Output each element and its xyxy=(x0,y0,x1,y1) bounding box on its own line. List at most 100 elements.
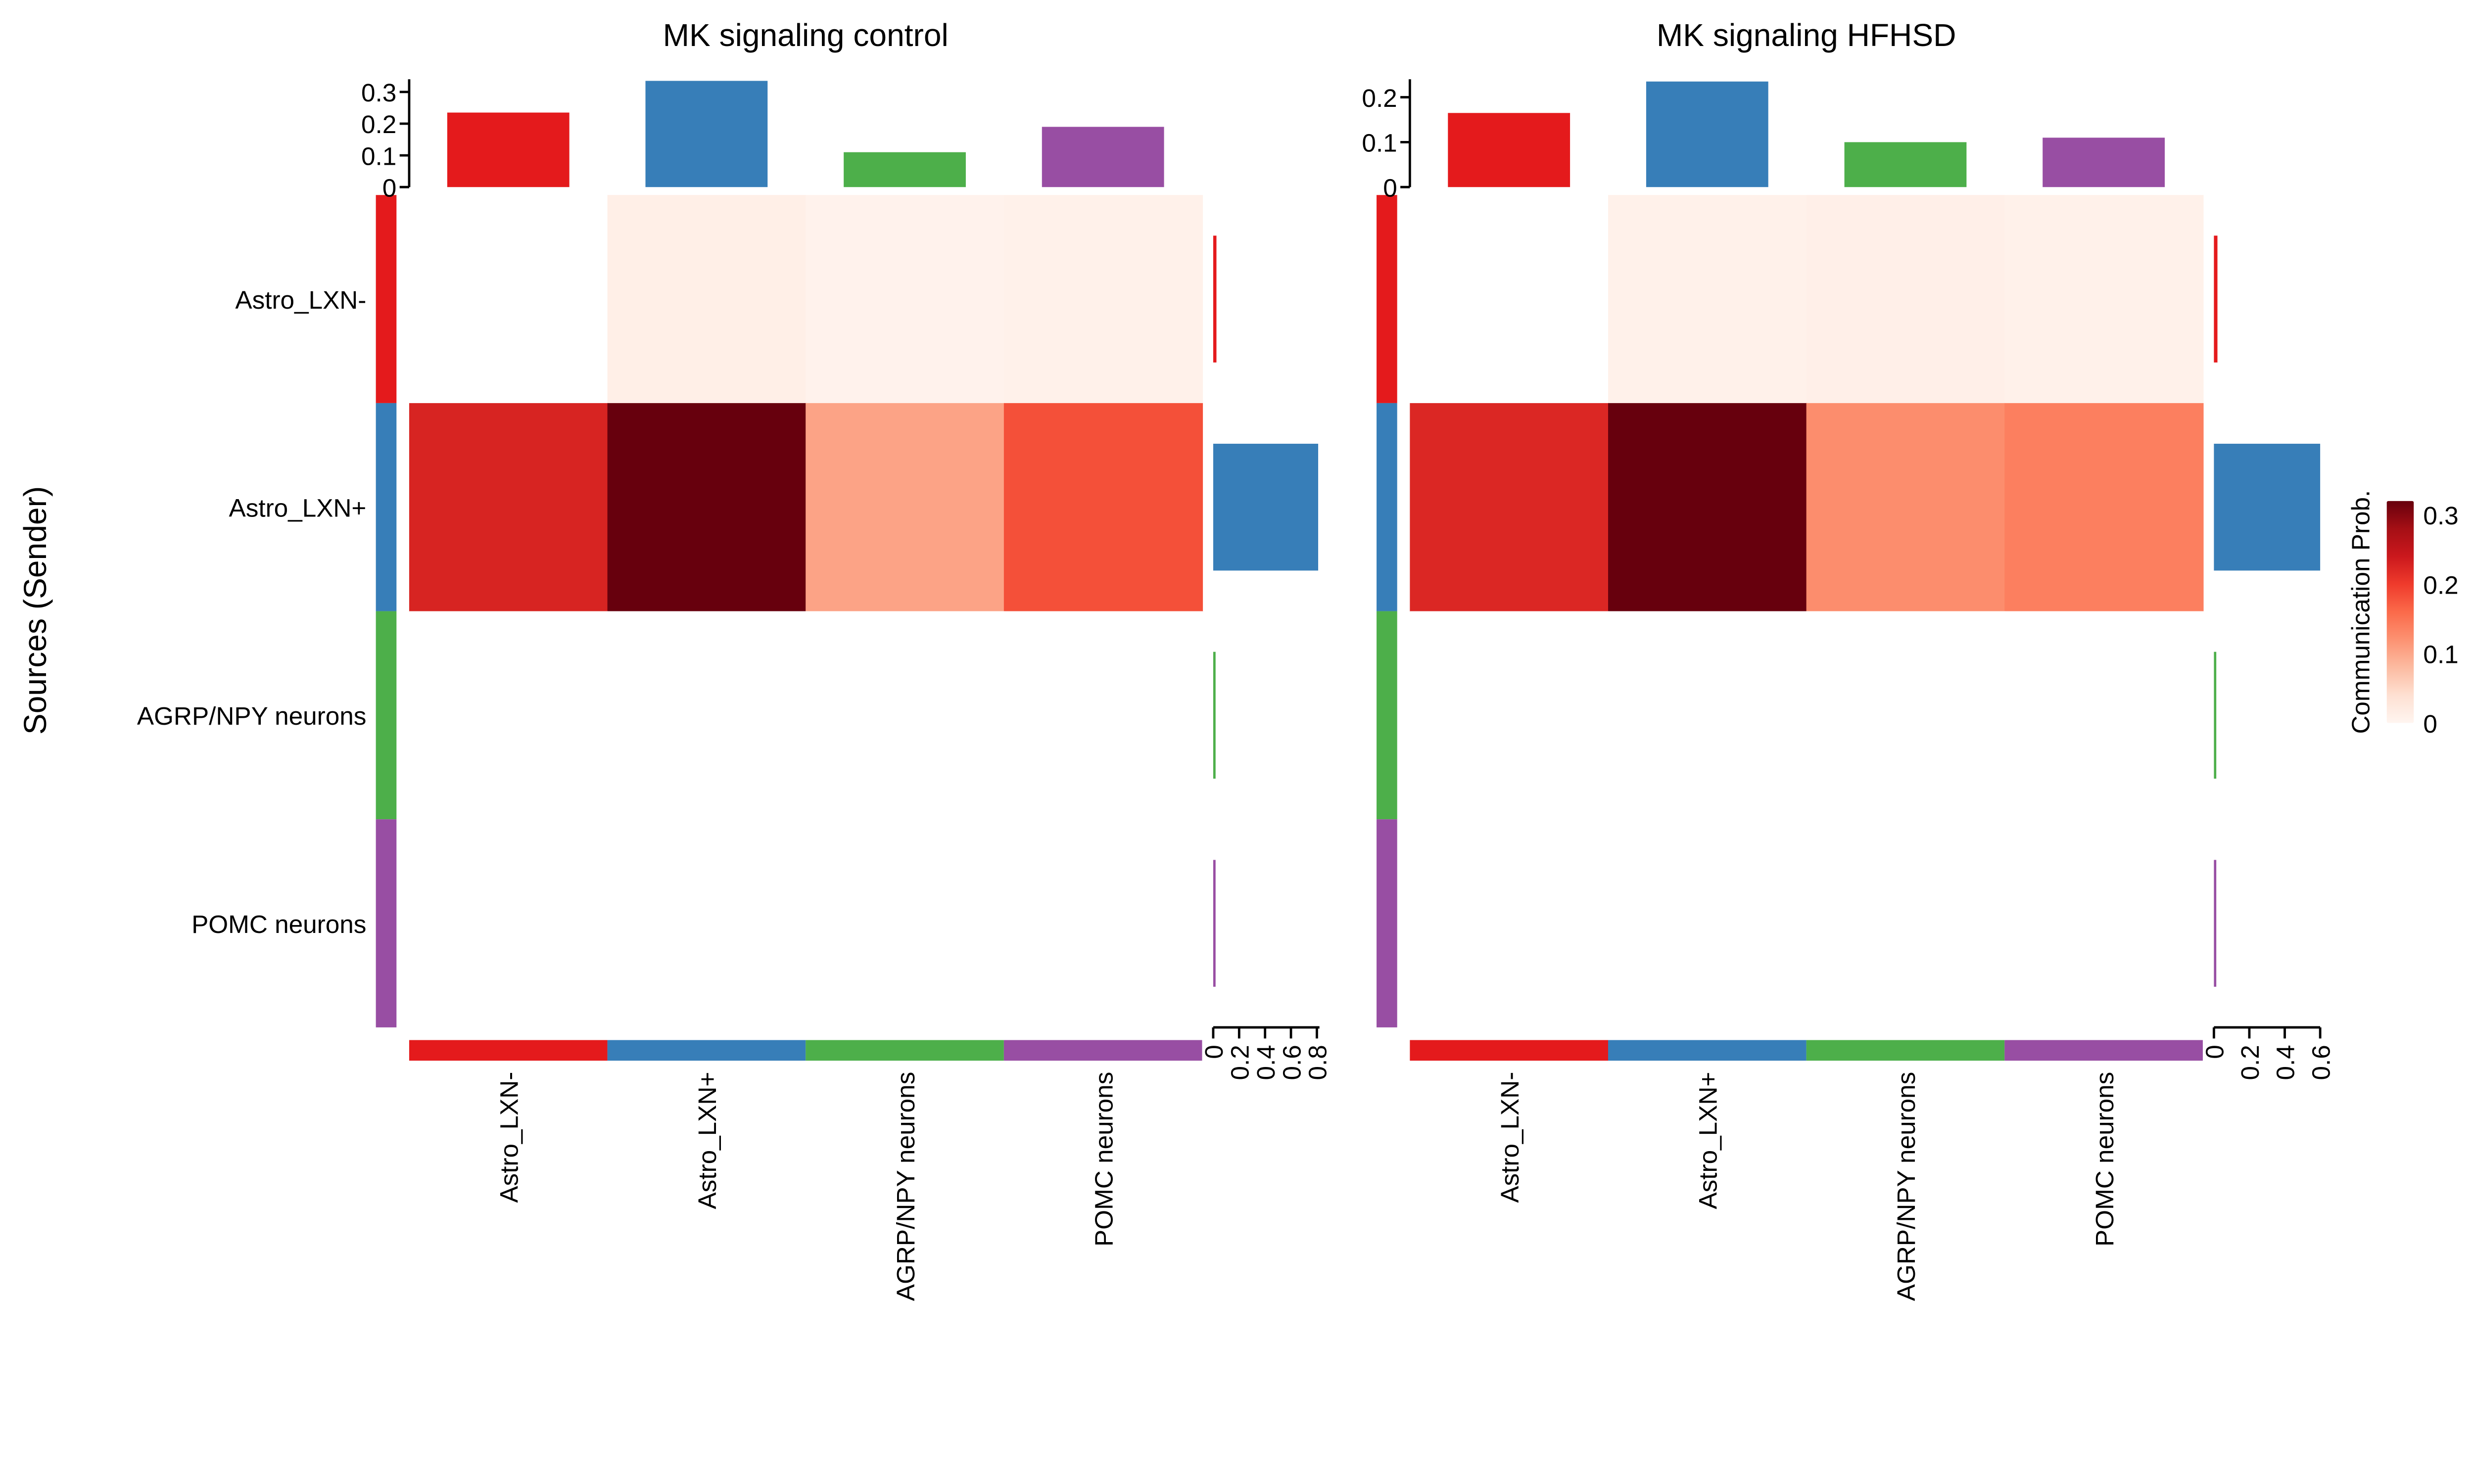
legend-tick-label: 0.1 xyxy=(2423,641,2458,669)
right-bar-tick-label: 0 xyxy=(2201,1045,2229,1059)
top-bar xyxy=(1448,113,1570,187)
row-label: Astro_LXN+ xyxy=(229,494,367,522)
legend-title: Communication Prob. xyxy=(2346,490,2375,734)
right-bar xyxy=(1213,235,1217,363)
column-label: Astro_LXN+ xyxy=(1694,1072,1722,1209)
top-bar xyxy=(1042,127,1164,187)
column-annotation xyxy=(409,1040,608,1061)
top-bar-tick-label: 0.1 xyxy=(361,142,396,170)
right-bar xyxy=(2214,860,2217,987)
right-bar xyxy=(1213,444,1319,571)
heatmap-cell xyxy=(1608,819,1808,1028)
heatmap-cell xyxy=(1608,403,1808,612)
right-bar-tick-label: 0.6 xyxy=(1278,1045,1306,1080)
heatmap-cell xyxy=(1806,819,2005,1028)
top-bar-tick-label: 0 xyxy=(1383,174,1397,202)
right-bar-tick-label: 0.8 xyxy=(1304,1045,1332,1080)
row-annotation xyxy=(1377,403,1397,611)
top-bar xyxy=(844,152,966,187)
panel-title: MK signaling HFHSD xyxy=(1657,17,1956,53)
heatmap-cell xyxy=(1003,819,1203,1028)
right-bar xyxy=(1213,651,1216,779)
heatmap-cell xyxy=(1806,611,2005,820)
legend-tick-label: 0 xyxy=(2423,710,2437,738)
row-label: Astro_LXN- xyxy=(235,286,366,314)
column-annotation xyxy=(1003,1040,1202,1061)
top-bar-tick-label: 0.1 xyxy=(1362,129,1397,157)
heatmap-cell xyxy=(2004,195,2204,404)
column-label: Astro_LXN- xyxy=(495,1072,523,1203)
top-bar-tick-label: 0.2 xyxy=(1362,84,1397,112)
column-label: Astro_LXN- xyxy=(1496,1072,1524,1203)
heatmap-cell xyxy=(2004,819,2204,1028)
heatmap-cell xyxy=(1806,195,2005,404)
heatmap-cell xyxy=(1608,611,1808,820)
heatmap-cell xyxy=(1806,403,2005,612)
row-annotation xyxy=(376,819,397,1027)
right-bar xyxy=(2214,651,2217,779)
top-bar xyxy=(1646,81,1768,187)
heatmap-figure: MK signaling control Astro_LXN- Astro_LXN+… xyxy=(17,17,2459,1301)
heatmap-cell xyxy=(2004,611,2204,820)
column-annotation xyxy=(806,1040,1004,1061)
row-label: POMC neurons xyxy=(191,910,366,938)
heatmap-cell xyxy=(1003,195,1203,404)
right-bar-tick-label: 0.2 xyxy=(1226,1045,1254,1080)
color-legend-bar xyxy=(2386,501,2414,723)
heatmap-cell xyxy=(1410,611,1609,820)
row-annotation xyxy=(1377,819,1397,1027)
right-bar-tick-label: 0.2 xyxy=(2236,1045,2264,1080)
panel-title: MK signaling control xyxy=(663,17,949,53)
column-label: Astro_LXN+ xyxy=(693,1072,721,1209)
top-bar xyxy=(645,81,768,187)
top-bar-tick-label: 0.2 xyxy=(361,110,396,139)
heatmap-cell xyxy=(1410,195,1609,404)
top-bar xyxy=(2043,138,2165,187)
column-annotation xyxy=(1410,1040,1608,1061)
top-bar xyxy=(447,112,570,187)
row-label: AGRP/NPY neurons xyxy=(137,702,367,730)
legend-tick-label: 0.3 xyxy=(2423,502,2458,530)
right-bar-tick-label: 0.6 xyxy=(2307,1045,2335,1080)
column-annotation xyxy=(1806,1040,2005,1061)
heatmap-cell xyxy=(1410,403,1609,612)
row-annotation xyxy=(1377,611,1397,820)
row-annotation xyxy=(376,195,397,403)
heatmap-cell xyxy=(607,819,807,1028)
top-bar-tick-label: 0.3 xyxy=(361,79,396,107)
top-bar-tick-label: 0 xyxy=(382,174,397,202)
column-label: POMC neurons xyxy=(1090,1072,1118,1247)
row-annotation xyxy=(376,611,397,820)
heatmap-cell xyxy=(607,195,807,404)
column-label: AGRP/NPY neurons xyxy=(892,1072,920,1301)
column-annotation xyxy=(1608,1040,1807,1061)
top-bar xyxy=(1844,142,1967,187)
right-bar xyxy=(2214,235,2218,363)
heatmap-cell xyxy=(1410,819,1609,1028)
heatmap-cell xyxy=(1003,403,1203,612)
right-bar xyxy=(2214,444,2321,571)
y-axis-title: Sources (Sender) xyxy=(17,486,53,735)
heatmap-cell xyxy=(607,611,807,820)
heatmap-cell xyxy=(409,403,609,612)
heatmap-cell xyxy=(1003,611,1203,820)
heatmap-cell xyxy=(806,819,1005,1028)
heatmap-cell xyxy=(409,819,609,1028)
row-annotation xyxy=(376,403,397,611)
heatmap-cell xyxy=(1608,195,1808,404)
column-annotation xyxy=(2004,1040,2203,1061)
heatmap-cell xyxy=(806,195,1005,404)
right-bar-tick-label: 0.4 xyxy=(2272,1045,2300,1080)
column-label: AGRP/NPY neurons xyxy=(1892,1072,1920,1301)
heatmap-cell xyxy=(806,611,1005,820)
heatmap-cell xyxy=(607,403,807,612)
right-bar-tick-label: 0.4 xyxy=(1252,1045,1280,1080)
legend-tick-label: 0.2 xyxy=(2423,571,2458,599)
heatmap-cell xyxy=(409,611,609,820)
row-annotation xyxy=(1377,195,1397,403)
right-bar-tick-label: 0 xyxy=(1200,1045,1228,1059)
column-label: POMC neurons xyxy=(2091,1072,2119,1247)
column-annotation xyxy=(607,1040,806,1061)
heatmap-cell xyxy=(2004,403,2204,612)
right-bar xyxy=(1213,860,1216,987)
